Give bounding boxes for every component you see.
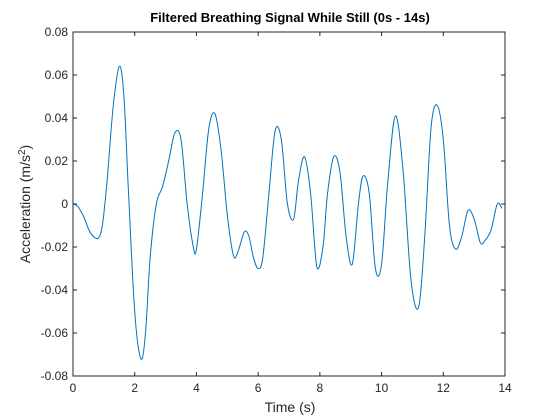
x-tick-label: 0 xyxy=(70,381,77,395)
x-tick-label: 12 xyxy=(437,381,451,395)
x-tick-label: 8 xyxy=(317,381,324,395)
y-axis-label-base: Acceleration (m/s xyxy=(17,155,33,263)
y-axis-label: Acceleration (m/s2) xyxy=(17,145,34,263)
x-tick-label: 2 xyxy=(131,381,138,395)
y-tick-label: 0.08 xyxy=(45,25,69,39)
x-tick-label: 4 xyxy=(193,381,200,395)
y-tick-label: -0.08 xyxy=(41,369,69,383)
y-tick-label: 0.04 xyxy=(45,111,69,125)
chart-title: Filtered Breathing Signal While Still (0… xyxy=(150,10,430,25)
y-tick-label: 0.06 xyxy=(45,68,69,82)
y-tick-label: 0 xyxy=(61,197,68,211)
x-tick-label: 10 xyxy=(375,381,389,395)
y-tick-label: 0.02 xyxy=(45,154,69,168)
x-tick-label: 14 xyxy=(498,381,512,395)
y-axis-label-close: ) xyxy=(17,145,33,150)
y-tick-label: -0.02 xyxy=(41,240,69,254)
x-axis-label: Time (s) xyxy=(265,399,316,415)
y-tick-label: -0.04 xyxy=(41,283,69,297)
x-tick-label: 6 xyxy=(255,381,262,395)
y-tick-label: -0.06 xyxy=(41,326,69,340)
plot-background xyxy=(73,32,505,376)
